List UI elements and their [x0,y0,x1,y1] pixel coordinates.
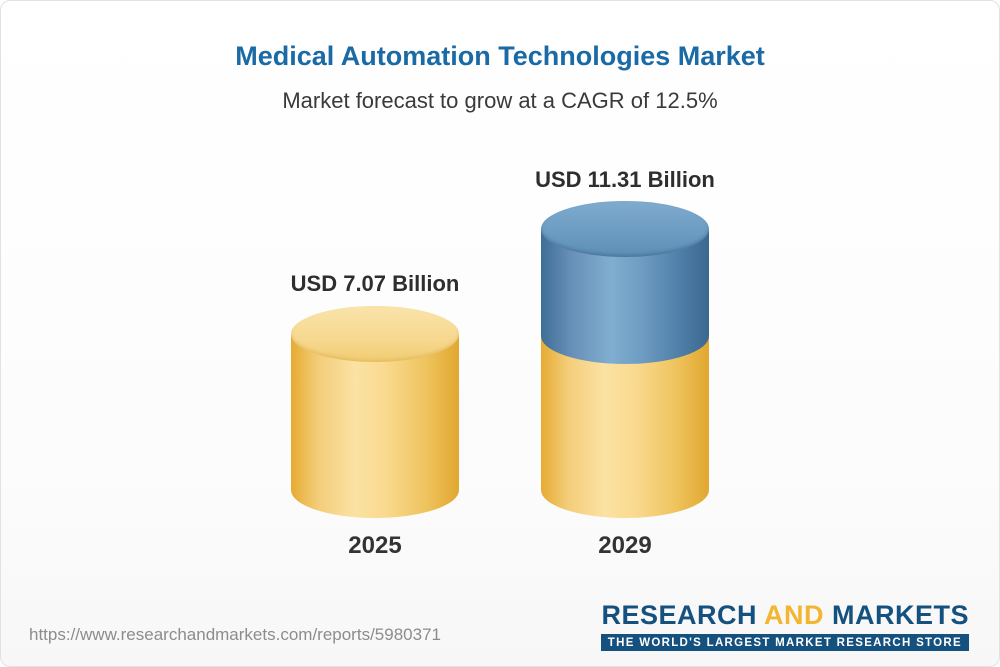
bar-2029 [541,201,709,518]
bar-2029-top-cap [541,201,709,257]
value-label-2029: USD 11.31 Billion [535,167,715,192]
logo-wordmark: RESEARCH AND MARKETS [601,600,969,631]
report-url: https://www.researchandmarkets.com/repor… [29,625,441,644]
category-label-2025: 2025 [348,532,402,559]
logo-tagline: THE WORLD'S LARGEST MARKET RESEARCH STOR… [600,634,969,651]
chart-subtitle: Market forecast to grow at a CAGR of 12.… [282,88,718,113]
research-and-markets-logo: RESEARCH AND MARKETS THE WORLD'S LARGEST… [600,600,969,651]
value-label-2025: USD 7.07 Billion [290,271,460,296]
logo-word-and: AND [763,600,824,630]
bar-2025 [291,306,459,518]
logo-word-research: RESEARCH [601,600,757,630]
logo-word-markets: MARKETS [832,600,969,630]
bar-2025-segment [291,334,459,518]
category-label-2029: 2029 [598,532,652,559]
chart-title: Medical Automation Technologies Market [235,41,765,71]
bar-2025-top-cap [291,306,459,362]
bar-2029-baseline-segment [541,336,709,518]
